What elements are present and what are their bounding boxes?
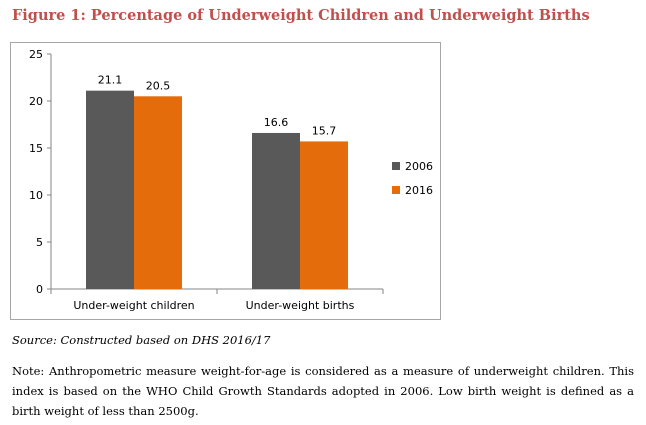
y-tick-label: 10 [29,189,43,202]
y-tick-label: 15 [29,142,43,155]
y-tick-label: 25 [29,48,43,61]
bar-2006-1 [86,90,134,289]
x-category-label: Under-weight children [73,299,194,312]
bar-chart: 0 5 10 15 20 25 21.1 20.5 Under-weight children 1… [29,48,433,312]
legend-label: 2006 [405,160,433,173]
bar-2006-2 [252,132,300,289]
source-note: Source: Constructed based on DHS 2016/17 [12,333,271,347]
legend-swatch-2006 [392,162,400,170]
y-tick-label: 5 [36,236,43,249]
bar-2016-2 [300,141,348,289]
legend-label: 2016 [405,184,433,197]
bar-2016-1 [134,96,182,289]
data-label: 15.7 [312,124,337,137]
x-category-label: Under-weight births [246,299,355,312]
y-tick-label: 0 [36,283,43,296]
chart-area: 0 5 10 15 20 25 21.1 20.5 Under-weight children 1… [10,42,441,320]
figure-title: Figure 1: Percentage of Underweight Chil… [12,7,590,24]
figure-note: Note: Anthropometric measure weight-for-… [12,364,634,418]
data-label: 20.5 [146,79,171,92]
legend-swatch-2016 [392,186,400,194]
data-label: 21.1 [98,74,123,87]
data-label: 16.6 [264,116,289,129]
y-tick-label: 20 [29,95,43,108]
